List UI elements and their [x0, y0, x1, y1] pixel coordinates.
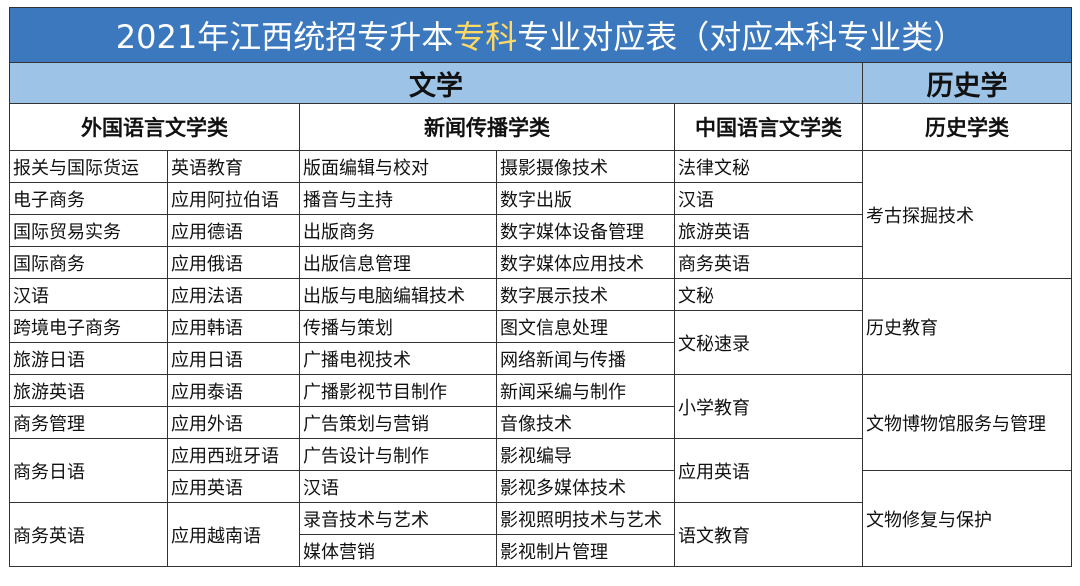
subcategory: 外国语言文学类 [9, 103, 300, 151]
major-cell: 应用德语 [167, 214, 300, 247]
major-cell: 文秘速录 [674, 310, 863, 375]
major-cell: 汉语 [299, 470, 497, 503]
major-cell: 新闻采编与制作 [496, 374, 675, 407]
major-cell: 小学教育 [674, 374, 863, 439]
major-cell: 音像技术 [496, 406, 675, 439]
table-row: 电子商务 应用阿拉伯语 播音与主持 数字出版 汉语 [9, 182, 1072, 215]
major-cell: 应用俄语 [167, 246, 300, 279]
major-cell: 商务管理 [9, 406, 168, 439]
major-cell: 媒体营销 [299, 534, 497, 567]
table-row: 商务日语 应用西班牙语 广告设计与制作 影视编导 应用英语 [9, 438, 1072, 503]
table-row: 应用英语 汉语 影视多媒体技术 文物修复与保护 [10, 470, 1073, 567]
major-cell: 广告设计与制作 [299, 438, 497, 471]
major-cell: 旅游英语 [9, 374, 168, 407]
major-cell: 传播与策划 [299, 310, 497, 343]
major-cell: 数字展示技术 [496, 278, 675, 311]
major-cell: 图文信息处理 [496, 310, 675, 343]
table-row: 商务管理 应用外语 广告策划与营销 音像技术 [9, 406, 1072, 439]
major-cell: 应用外语 [167, 406, 300, 439]
major-cell: 出版与电脑编辑技术 [299, 278, 497, 311]
major-cell: 报关与国际货运 [9, 150, 168, 183]
category-literature: 文学 [9, 62, 863, 104]
major-cell: 出版信息管理 [299, 246, 497, 279]
major-cell: 国际贸易实务 [9, 214, 168, 247]
table-row: 汉语 应用法语 出版与电脑编辑技术 数字展示技术 文秘 历史教育 [9, 278, 1073, 375]
major-cell: 国际商务 [9, 246, 168, 279]
major-cell: 影视制片管理 [496, 534, 675, 567]
page-title: 2021年江西统招专升本专科专业对应表（对应本科专业类） [8, 7, 1073, 63]
major-cell: 旅游日语 [9, 342, 168, 375]
title-prefix: 2021年江西统招专升本 [115, 18, 454, 56]
title-suffix: 专业对应表（对应本科专业类） [517, 18, 966, 56]
major-cell: 跨境电子商务 [9, 310, 168, 343]
major-cell: 应用阿拉伯语 [167, 182, 300, 215]
table-row: 跨境电子商务 应用韩语 传播与策划 图文信息处理 文秘速录 [9, 310, 1072, 375]
major-cell: 广播电视技术 [299, 342, 497, 375]
major-cell: 历史教育 [861, 278, 1073, 375]
subcategory: 新闻传播学类 [299, 103, 675, 151]
major-cell: 应用越南语 [167, 502, 300, 567]
major-cell: 影视照明技术与艺术 [496, 502, 675, 535]
major-correspondence-table: 2021年江西统招专升本专科专业对应表（对应本科专业类） 文学 历史学 外国语言文… [8, 7, 1073, 567]
table-row: 旅游日语 应用日语 广播电视技术 网络新闻与传播 [9, 342, 1072, 375]
major-cell: 数字出版 [496, 182, 675, 215]
major-cell: 旅游英语 [674, 214, 863, 247]
major-cell: 摄影摄像技术 [496, 150, 675, 183]
major-cell: 文物修复与保护 [861, 470, 1073, 567]
major-cell: 应用法语 [167, 278, 300, 311]
major-cell: 播音与主持 [299, 182, 497, 215]
table-row: 国际贸易实务 应用德语 出版商务 数字媒体设备管理 旅游英语 [9, 214, 1072, 247]
table-row: 国际商务 应用俄语 出版信息管理 数字媒体应用技术 商务英语 [9, 246, 1072, 279]
major-cell: 版面编辑与校对 [299, 150, 497, 183]
major-cell: 商务日语 [9, 438, 168, 503]
subcategory: 中国语言文学类 [674, 103, 863, 151]
major-cell: 文秘 [674, 278, 863, 311]
major-cell: 汉语 [674, 182, 863, 215]
major-cell: 应用英语 [167, 470, 300, 503]
major-cell: 网络新闻与传播 [496, 342, 675, 375]
major-cell: 广告策划与营销 [299, 406, 497, 439]
major-cell: 汉语 [9, 278, 168, 311]
subcategory: 历史学类 [861, 103, 1073, 151]
major-cell: 商务英语 [674, 246, 863, 279]
major-cell: 数字媒体应用技术 [496, 246, 675, 279]
major-cell: 电子商务 [9, 182, 168, 215]
title-highlight: 专科 [453, 18, 518, 56]
major-cell: 影视多媒体技术 [496, 470, 675, 503]
major-cell: 广播影视节目制作 [299, 374, 497, 407]
table-row: 商务英语 应用越南语 录音技术与艺术 影视照明技术与艺术 语文教育 [9, 502, 1072, 567]
major-cell: 应用日语 [167, 342, 300, 375]
table-row: 旅游英语 应用泰语 广播影视节目制作 新闻采编与制作 小学教育 文物博物馆服务与管理 [9, 374, 1073, 471]
category-history: 历史学 [861, 62, 1073, 104]
major-cell: 数字媒体设备管理 [496, 214, 675, 247]
major-cell: 出版商务 [299, 214, 497, 247]
major-cell: 应用韩语 [167, 310, 300, 343]
major-cell: 应用西班牙语 [167, 438, 300, 471]
table-row: 报关与国际货运 英语教育 版面编辑与校对 摄影摄像技术 法律文秘 考古探掘技术 [9, 150, 1073, 279]
major-cell: 影视编导 [496, 438, 675, 471]
major-cell: 文物博物馆服务与管理 [861, 374, 1073, 471]
major-cell: 录音技术与艺术 [299, 502, 497, 535]
major-cell: 应用英语 [674, 438, 863, 503]
table-row: 媒体营销 影视制片管理 [10, 534, 1072, 567]
major-cell: 应用泰语 [167, 374, 300, 407]
major-cell: 考古探掘技术 [861, 150, 1073, 279]
major-cell: 法律文秘 [674, 150, 863, 183]
major-cell: 商务英语 [9, 502, 168, 567]
major-cell: 语文教育 [674, 502, 863, 567]
major-cell: 英语教育 [167, 150, 300, 183]
